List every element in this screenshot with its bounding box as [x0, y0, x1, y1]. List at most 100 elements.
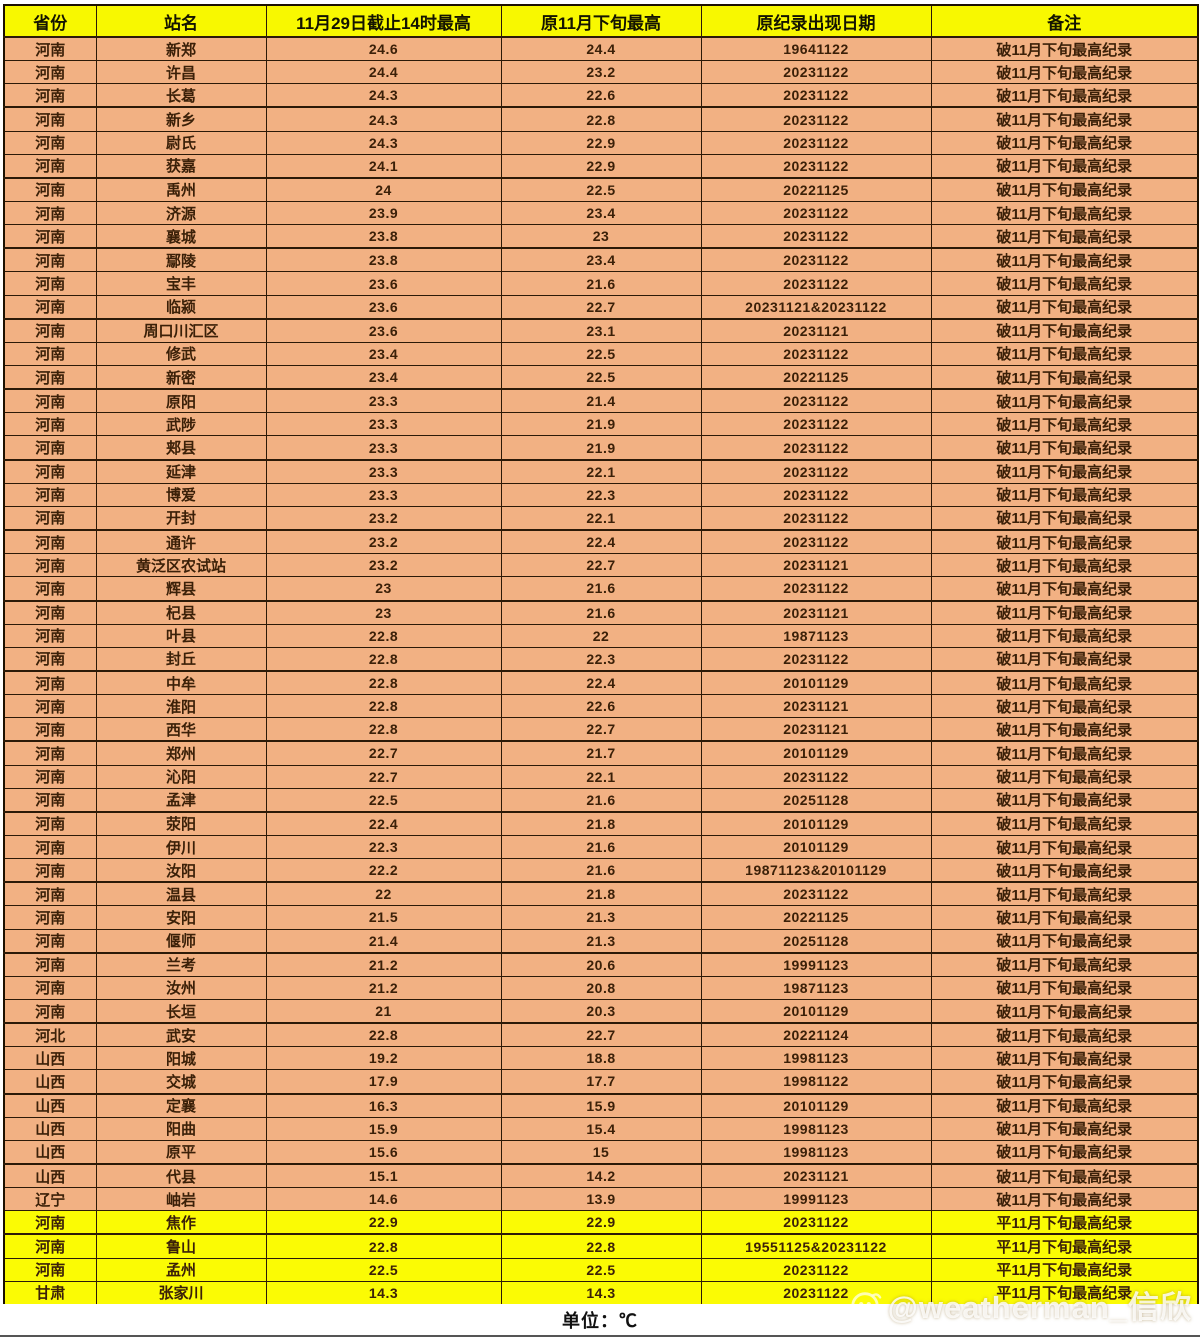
- cell-temp-today: 22.2: [265, 858, 502, 883]
- table-row: 河南 郑州 22.7 21.7 20101129 破11月下旬最高纪录: [3, 740, 1199, 766]
- cell-temp-today: 22.8: [265, 646, 502, 672]
- table-row: 河南 尉氏 24.3 22.9 20231122 破11月下旬最高纪录: [3, 130, 1199, 155]
- table-row: 河南 襄城 23.8 23 20231122 破11月下旬最高纪录: [3, 224, 1199, 249]
- cell-province: 河南: [3, 201, 97, 226]
- column-header-3: 原11月下旬最高: [500, 4, 702, 38]
- cell-temp-today: 24.6: [265, 36, 502, 62]
- cell-province: 河北: [3, 1022, 97, 1048]
- cell-temp-today: 23.8: [265, 247, 502, 273]
- cell-temp-today: 24.3: [265, 106, 502, 132]
- cell-temp-prev: 22.1: [500, 458, 702, 484]
- cell-province: 河南: [3, 694, 97, 719]
- cell-record-date: 20231122: [700, 1210, 932, 1235]
- cell-province: 河南: [3, 599, 97, 625]
- cell-record-date: 20231122: [700, 435, 932, 461]
- cell-temp-prev: 22: [500, 623, 702, 648]
- cell-temp-today: 22.7: [265, 764, 502, 789]
- cell-temp-prev: 20.3: [500, 998, 702, 1024]
- cell-station: 孟津: [95, 787, 267, 813]
- cell-station: 延津: [95, 458, 267, 484]
- cell-province: 河南: [3, 623, 97, 648]
- cell-temp-today: 15.9: [265, 1116, 502, 1141]
- cell-province: 河南: [3, 106, 97, 132]
- cell-province: 河南: [3, 529, 97, 555]
- cell-station: 沁阳: [95, 764, 267, 789]
- table-row: 山西 原平 15.6 15 19981123 破11月下旬最高纪录: [3, 1139, 1199, 1165]
- cell-record-date: 19981123: [700, 1046, 932, 1071]
- cell-temp-today: 22.5: [265, 787, 502, 813]
- cell-province: 河南: [3, 294, 97, 320]
- cell-station: 宝丰: [95, 271, 267, 296]
- table-row: 河南 长垣 21 20.3 20101129 破11月下旬最高纪录: [3, 998, 1199, 1024]
- cell-station: 荥阳: [95, 810, 267, 836]
- cell-temp-prev: 23.1: [500, 317, 702, 343]
- cell-remark: 破11月下旬最高纪录: [930, 529, 1199, 555]
- cell-temp-today: 21.2: [265, 975, 502, 1000]
- cell-record-date: 20231121: [700, 1163, 932, 1189]
- cell-remark: 破11月下旬最高纪录: [930, 764, 1199, 789]
- cell-station: 汝州: [95, 975, 267, 1000]
- cell-remark: 破11月下旬最高纪录: [930, 412, 1199, 437]
- table-row: 河南 许昌 24.4 23.2 20231122 破11月下旬最高纪录: [3, 60, 1199, 85]
- cell-remark: 破11月下旬最高纪录: [930, 694, 1199, 719]
- cell-remark: 破11月下旬最高纪录: [930, 271, 1199, 296]
- cell-record-date: 20231122: [700, 412, 932, 437]
- cell-station: 长垣: [95, 998, 267, 1024]
- table-row: 河南 郏县 23.3 21.9 20231122 破11月下旬最高纪录: [3, 435, 1199, 461]
- cell-province: 河南: [3, 834, 97, 860]
- cell-temp-prev: 21.8: [500, 810, 702, 836]
- cell-temp-prev: 15.9: [500, 1092, 702, 1118]
- table-row: 河南 沁阳 22.7 22.1 20231122 破11月下旬最高纪录: [3, 764, 1199, 789]
- cell-station: 武陟: [95, 412, 267, 437]
- cell-temp-prev: 13.9: [500, 1187, 702, 1212]
- cell-temp-today: 23.3: [265, 458, 502, 484]
- cell-station: 阳城: [95, 1046, 267, 1071]
- unit-footer: 单位：℃: [0, 1304, 1200, 1337]
- cell-station: 岫岩: [95, 1187, 267, 1212]
- cell-remark: 破11月下旬最高纪录: [930, 717, 1199, 742]
- cell-station: 鲁山: [95, 1233, 267, 1259]
- cell-temp-prev: 21.6: [500, 834, 702, 860]
- cell-temp-prev: 21.6: [500, 787, 702, 813]
- cell-temp-prev: 22.9: [500, 130, 702, 155]
- cell-temp-today: 22.8: [265, 1233, 502, 1259]
- cell-province: 河南: [3, 247, 97, 273]
- cell-record-date: 20231122: [700, 1257, 932, 1282]
- cell-province: 河南: [3, 764, 97, 789]
- cell-province: 甘肃: [3, 1280, 97, 1306]
- cell-province: 河南: [3, 1233, 97, 1259]
- cell-province: 河南: [3, 365, 97, 390]
- cell-temp-prev: 24.4: [500, 36, 702, 62]
- cell-remark: 破11月下旬最高纪录: [930, 482, 1199, 507]
- cell-record-date: 20221125: [700, 365, 932, 390]
- table-row: 山西 阳城 19.2 18.8 19981123 破11月下旬最高纪录: [3, 1046, 1199, 1071]
- table-row: 河南 武陟 23.3 21.9 20231122 破11月下旬最高纪录: [3, 412, 1199, 437]
- cell-province: 河南: [3, 505, 97, 531]
- cell-province: 河南: [3, 83, 97, 108]
- table-row: 河南 兰考 21.2 20.6 19991123 破11月下旬最高纪录: [3, 951, 1199, 977]
- table-row: 河南 封丘 22.8 22.3 20231122 破11月下旬最高纪录: [3, 646, 1199, 672]
- cell-province: 河南: [3, 576, 97, 601]
- cell-station: 交城: [95, 1069, 267, 1095]
- cell-temp-prev: 23: [500, 224, 702, 249]
- cell-record-date: 19641122: [700, 36, 932, 62]
- table-row: 河南 焦作 22.9 22.9 20231122 平11月下旬最高纪录: [3, 1210, 1199, 1235]
- cell-remark: 破11月下旬最高纪录: [930, 224, 1199, 249]
- cell-temp-prev: 23.4: [500, 201, 702, 226]
- cell-record-date: 19991123: [700, 1187, 932, 1212]
- cell-remark: 破11月下旬最高纪录: [930, 36, 1199, 62]
- cell-province: 河南: [3, 928, 97, 954]
- cell-remark: 破11月下旬最高纪录: [930, 1163, 1199, 1189]
- table-row: 河南 新郑 24.6 24.4 19641122 破11月下旬最高纪录: [3, 36, 1199, 62]
- table-row: 河南 博爱 23.3 22.3 20231122 破11月下旬最高纪录: [3, 482, 1199, 507]
- cell-station: 襄城: [95, 224, 267, 249]
- cell-record-date: 20231122: [700, 529, 932, 555]
- cell-station: 禹州: [95, 176, 267, 203]
- cell-temp-today: 23.6: [265, 271, 502, 296]
- cell-temp-today: 23.4: [265, 341, 502, 367]
- cell-record-date: 19981123: [700, 1139, 932, 1165]
- column-header-1: 站名: [95, 4, 267, 38]
- table-row: 河南 温县 22 21.8 20231122 破11月下旬最高纪录: [3, 881, 1199, 907]
- cell-station: 周口川汇区: [95, 317, 267, 343]
- cell-record-date: 20231121: [700, 717, 932, 742]
